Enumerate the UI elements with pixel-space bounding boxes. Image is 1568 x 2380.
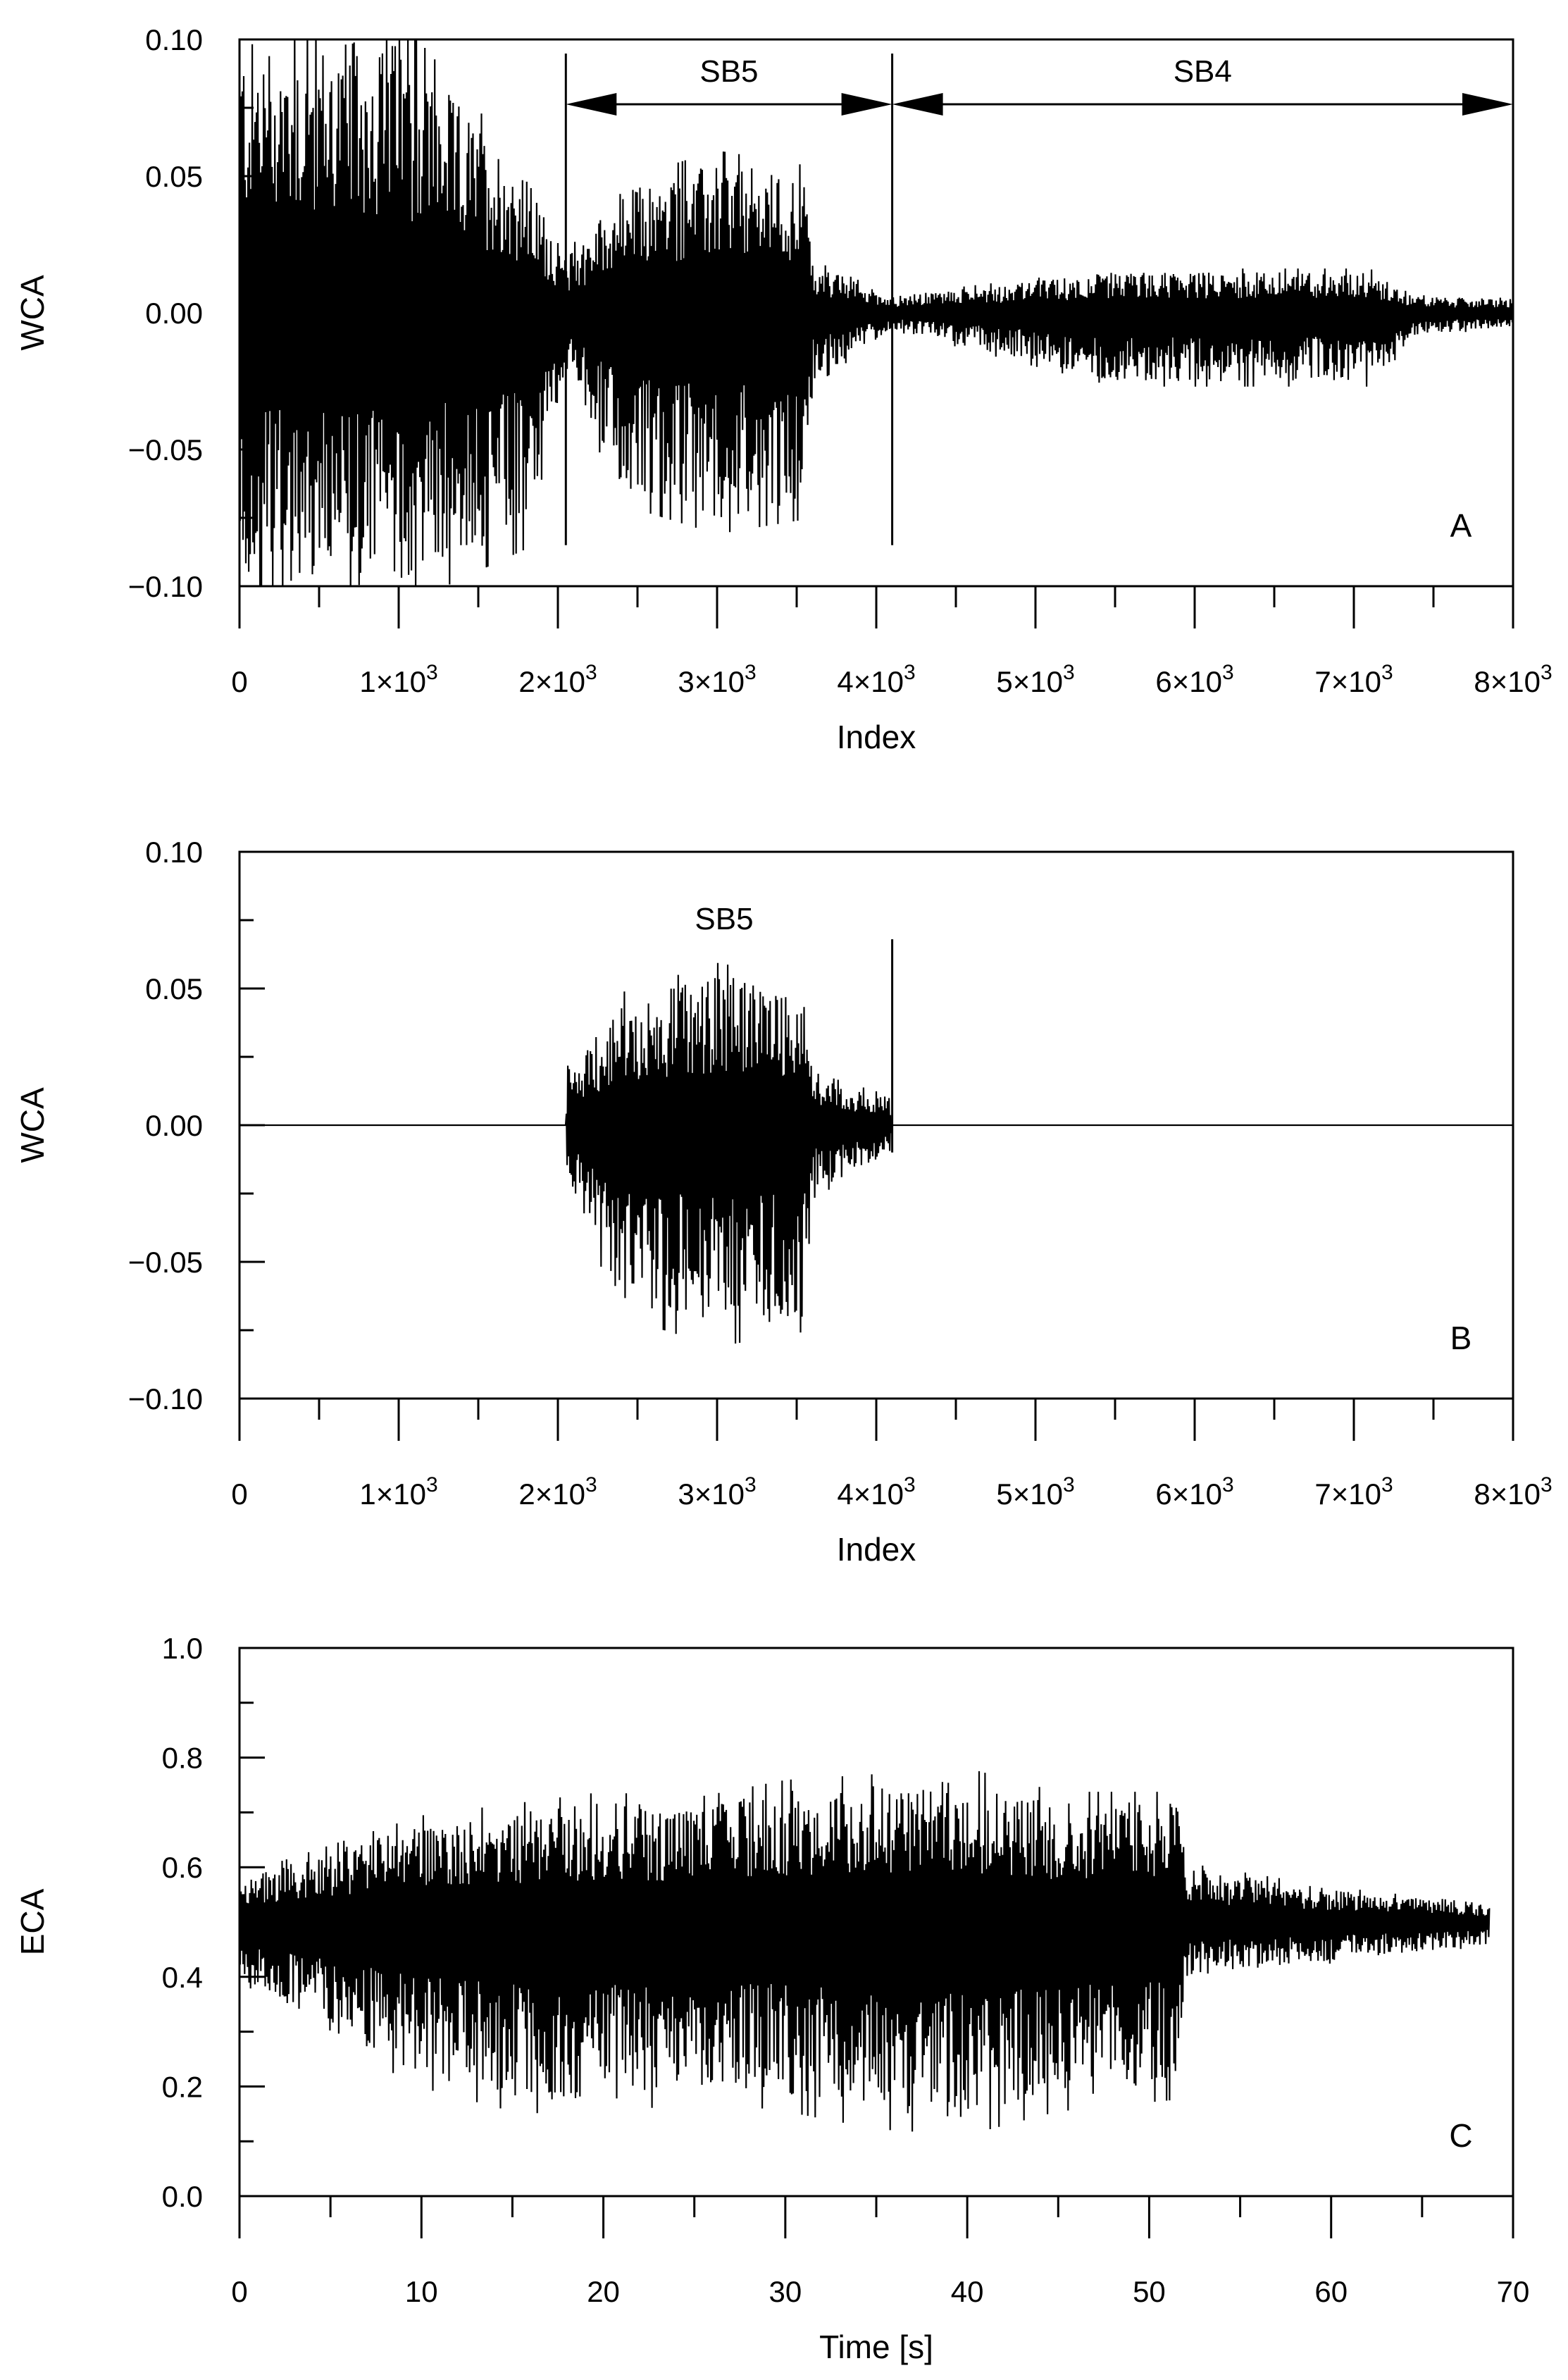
arrow-head-right xyxy=(1462,93,1513,116)
x-tick-mantissa: 7×10 xyxy=(1314,665,1381,698)
y-tick-label: 0.00 xyxy=(145,1109,203,1142)
x-tick-exponent: 3 xyxy=(904,1473,916,1496)
x-tick-label: 8×103 xyxy=(1474,661,1552,698)
x-tick-exponent: 3 xyxy=(585,1473,597,1496)
x-tick-exponent: 3 xyxy=(1381,1473,1393,1496)
x-tick-mantissa: 5×10 xyxy=(996,665,1063,698)
x-tick-exponent: 3 xyxy=(1541,1473,1553,1496)
x-tick-mantissa: 6×10 xyxy=(1155,1477,1222,1511)
x-tick-mantissa: 2×10 xyxy=(518,1477,585,1511)
x-tick-exponent: 3 xyxy=(426,661,438,684)
y-tick-label: 0.05 xyxy=(145,160,203,193)
segment-label: SB5 xyxy=(699,54,758,89)
y-tick-label: 1.0 xyxy=(162,1632,203,1665)
panel-letter: C xyxy=(1449,2117,1472,2154)
x-tick-label: 20 xyxy=(587,2275,620,2308)
x-tick-label: 0 xyxy=(231,1477,247,1511)
x-tick-exponent: 3 xyxy=(745,661,757,684)
arrow-head-left xyxy=(566,93,617,116)
y-tick-label: 0.4 xyxy=(162,1961,203,1994)
x-tick-exponent: 3 xyxy=(1222,1473,1234,1496)
y-tick-label: −0.05 xyxy=(128,1246,203,1279)
x-tick-mantissa: 6×10 xyxy=(1155,665,1222,698)
x-tick-label: 50 xyxy=(1133,2275,1166,2308)
x-tick-exponent: 3 xyxy=(745,1473,757,1496)
segment-label: SB4 xyxy=(1174,54,1232,89)
x-axis-title: Index xyxy=(837,719,916,755)
x-tick-exponent: 3 xyxy=(1063,1473,1075,1496)
x-tick-label: 0 xyxy=(231,2275,247,2308)
x-axis-title: Index xyxy=(837,1531,916,1568)
x-tick-mantissa: 4×10 xyxy=(837,1477,904,1511)
y-axis-title: WCA xyxy=(14,275,51,351)
x-tick-label: 2×103 xyxy=(518,1473,597,1511)
arrow-head-right xyxy=(841,93,892,116)
x-tick-label: 1×103 xyxy=(359,661,437,698)
y-tick-label: 0.2 xyxy=(162,2070,203,2103)
signal-line xyxy=(239,962,1513,1344)
x-tick-exponent: 3 xyxy=(1381,661,1393,684)
y-axis-title: WCA xyxy=(14,1087,51,1163)
x-tick-label: 1×103 xyxy=(359,1473,437,1511)
panel-letter: B xyxy=(1450,1320,1472,1356)
x-tick-mantissa: 8×10 xyxy=(1474,665,1541,698)
x-tick-label: 7×103 xyxy=(1314,661,1393,698)
x-tick-label: 40 xyxy=(951,2275,984,2308)
chart-panel-b: −0.10−0.050.000.050.100 1×103 2×103 3×103 4×… xyxy=(14,836,1553,1568)
chart-panel-c: 0.0 0.2 0.4 0.6 0.8 1.0 0 10 20 30 40 50 60 70 Time [s… xyxy=(14,1632,1529,2365)
y-tick-label: 0.10 xyxy=(145,23,203,56)
x-tick-label: 4×103 xyxy=(837,1473,915,1511)
x-tick-label: 70 xyxy=(1497,2275,1530,2308)
x-tick-label: 60 xyxy=(1314,2275,1348,2308)
x-tick-label: 0 xyxy=(231,665,247,698)
y-tick-label: −0.10 xyxy=(128,1382,203,1415)
x-tick-label: 2×103 xyxy=(518,661,597,698)
x-tick-label: 4×103 xyxy=(837,661,915,698)
x-tick-label: 10 xyxy=(405,2275,438,2308)
x-tick-mantissa: 5×10 xyxy=(996,1477,1063,1511)
x-tick-mantissa: 4×10 xyxy=(837,665,904,698)
x-tick-label: 30 xyxy=(769,2275,802,2308)
x-axis-title: Time [s] xyxy=(819,2329,933,2365)
x-tick-exponent: 3 xyxy=(904,661,916,684)
x-tick-mantissa: 8×10 xyxy=(1474,1477,1541,1511)
x-tick-exponent: 3 xyxy=(1541,661,1553,684)
x-tick-label: 6×103 xyxy=(1155,1473,1233,1511)
signal-line xyxy=(239,1771,1491,2132)
y-tick-label: 0.00 xyxy=(145,297,203,330)
x-tick-label: 7×103 xyxy=(1314,1473,1393,1511)
y-tick-label: 0.10 xyxy=(145,836,203,869)
y-tick-label: −0.10 xyxy=(128,570,203,603)
x-tick-exponent: 3 xyxy=(1222,661,1234,684)
x-tick-label: 6×103 xyxy=(1155,661,1233,698)
signal-line xyxy=(239,39,1513,586)
x-tick-label: 8×103 xyxy=(1474,1473,1552,1511)
y-tick-label: 0.05 xyxy=(145,972,203,1005)
y-tick-label: 0.6 xyxy=(162,1851,203,1884)
x-tick-exponent: 3 xyxy=(426,1473,438,1496)
y-tick-label: 0.8 xyxy=(162,1742,203,1775)
segment-label: SB5 xyxy=(695,902,753,936)
y-tick-label: −0.05 xyxy=(128,433,203,466)
panel-letter: A xyxy=(1450,507,1472,544)
x-tick-label: 3×103 xyxy=(678,661,756,698)
x-tick-mantissa: 7×10 xyxy=(1314,1477,1381,1511)
x-tick-mantissa: 1×10 xyxy=(359,665,426,698)
x-tick-label: 3×103 xyxy=(678,1473,756,1511)
x-tick-mantissa: 3×10 xyxy=(678,665,745,698)
x-tick-mantissa: 2×10 xyxy=(518,665,585,698)
y-tick-label: 0.0 xyxy=(162,2180,203,2213)
x-tick-label: 5×103 xyxy=(996,661,1074,698)
x-tick-exponent: 3 xyxy=(585,661,597,684)
x-tick-exponent: 3 xyxy=(1063,661,1075,684)
x-tick-label: 5×103 xyxy=(996,1473,1074,1511)
x-tick-mantissa: 1×10 xyxy=(359,1477,426,1511)
arrow-head-left xyxy=(892,93,943,116)
x-tick-mantissa: 3×10 xyxy=(678,1477,745,1511)
y-axis-title: ECA xyxy=(14,1888,51,1955)
chart-panel-a: −0.10−0.050.000.050.100 1×103 2×103 3×103 4×… xyxy=(14,23,1553,755)
